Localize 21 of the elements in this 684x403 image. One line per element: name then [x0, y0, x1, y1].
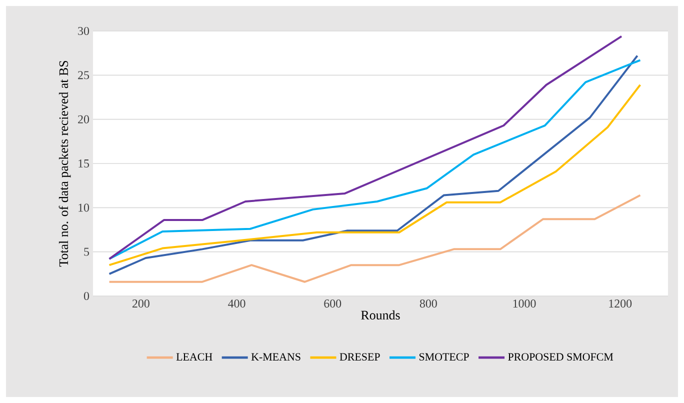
x-tick-label: 1200 — [609, 300, 632, 308]
y-tick-label: 10 — [78, 204, 90, 212]
legend-label: DRESEP — [340, 353, 380, 361]
line-series — [108, 194, 642, 283]
y-tick-label: 20 — [78, 115, 90, 124]
legend-label: SMOTECP — [419, 353, 469, 361]
x-tick-label: 800 — [420, 300, 437, 308]
legend-label: LEACH — [176, 353, 212, 361]
x-tick-label: 400 — [228, 300, 246, 308]
x-tick-label: 200 — [132, 300, 150, 308]
y-tick-label: 0 — [84, 292, 90, 300]
y-tick-label: 15 — [78, 159, 90, 168]
x-tick-label: 600 — [324, 300, 342, 308]
y-tick-label: 5 — [84, 248, 90, 256]
x-axis-title: Rounds — [361, 310, 400, 320]
legend-label: PROPOSED SMOFCM — [508, 353, 614, 361]
legend-label: K-MEANS — [251, 353, 300, 361]
x-tick-label: 1000 — [513, 300, 536, 308]
y-axis-title: Total no. of data packets recieved at BS — [58, 60, 71, 267]
y-tick-label: 25 — [78, 71, 90, 80]
y-tick-label: 30 — [78, 26, 90, 36]
